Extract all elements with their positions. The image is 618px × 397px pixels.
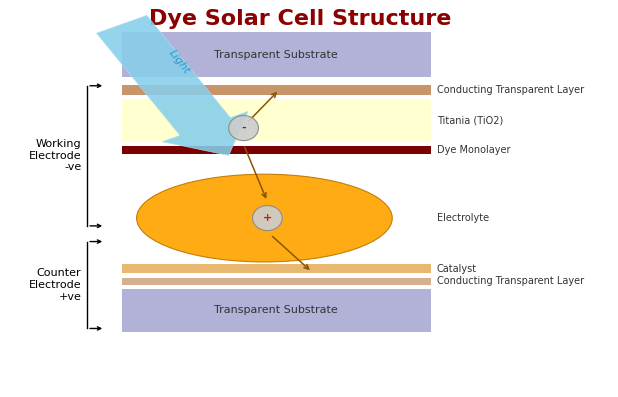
Text: Titania (TiO2): Titania (TiO2) bbox=[437, 115, 503, 125]
Text: Transparent Substrate: Transparent Substrate bbox=[214, 305, 338, 316]
Bar bbox=[122, 264, 431, 273]
Bar bbox=[122, 85, 431, 95]
Bar bbox=[122, 289, 431, 331]
Text: Dye Solar Cell Structure: Dye Solar Cell Structure bbox=[149, 9, 451, 29]
Polygon shape bbox=[96, 15, 248, 156]
Ellipse shape bbox=[229, 116, 258, 141]
Text: Conducting Transparent Layer: Conducting Transparent Layer bbox=[437, 85, 584, 95]
Bar bbox=[122, 278, 431, 285]
Text: Light: Light bbox=[167, 48, 192, 76]
Text: Transparent Substrate: Transparent Substrate bbox=[214, 50, 338, 60]
Text: +: + bbox=[263, 213, 272, 223]
Text: Counter
Electrode
+ve: Counter Electrode +ve bbox=[28, 268, 82, 302]
Text: -: - bbox=[241, 123, 246, 133]
Text: Working
Electrode
-ve: Working Electrode -ve bbox=[28, 139, 82, 172]
Text: Catalyst: Catalyst bbox=[437, 264, 477, 274]
Text: Electrolyte: Electrolyte bbox=[437, 213, 489, 223]
Text: Dye Monolayer: Dye Monolayer bbox=[437, 145, 510, 155]
Bar bbox=[122, 146, 431, 154]
Bar bbox=[122, 32, 431, 77]
Bar bbox=[122, 99, 431, 142]
Text: Conducting Transparent Layer: Conducting Transparent Layer bbox=[437, 276, 584, 287]
Ellipse shape bbox=[137, 174, 392, 262]
Ellipse shape bbox=[253, 206, 282, 231]
